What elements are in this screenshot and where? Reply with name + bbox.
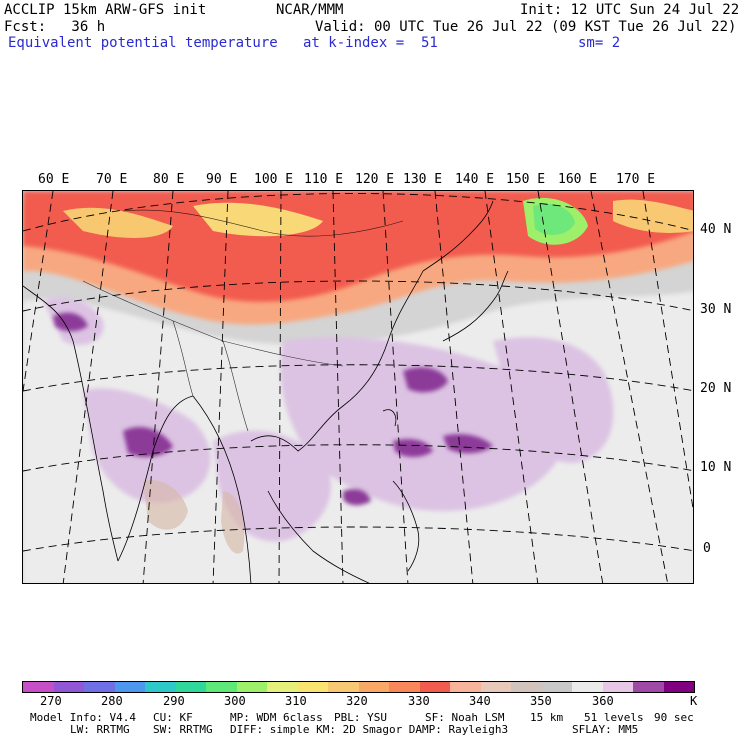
colorbar-segment — [206, 682, 237, 692]
lon-label: 90 E — [206, 172, 238, 187]
colorbar-segment — [541, 682, 572, 692]
colorbar-label: 340 — [469, 694, 491, 708]
purple-field — [43, 297, 614, 542]
lon-label: 160 E — [558, 172, 598, 187]
map-svg — [23, 191, 693, 583]
colorbar-segment — [602, 682, 633, 692]
lat-label: 40 N — [700, 222, 732, 237]
time-step: 90 sec — [654, 711, 694, 724]
lat-label: 20 N — [700, 381, 732, 396]
field-name: Equivalent potential temperature — [8, 35, 278, 51]
map-panel — [22, 190, 694, 584]
diff-scheme: DIFF: simple KM: 2D Smagor DAMP: Rayleig… — [230, 723, 509, 736]
country-borders — [82, 209, 404, 432]
lon-label: 140 E — [455, 172, 495, 187]
lon-label: 100 E — [254, 172, 294, 187]
colorbar-segment — [450, 682, 481, 692]
vertical-levels: 51 levels — [584, 711, 644, 724]
colorbar-label: 290 — [163, 694, 185, 708]
colorbar-segment — [53, 682, 84, 692]
sflay-scheme: SFLAY: MM5 — [572, 723, 639, 736]
colorbar-segment — [23, 682, 54, 692]
colorbar-segment — [114, 682, 145, 692]
lon-label: 150 E — [506, 172, 546, 187]
colorbar-label: 280 — [101, 694, 123, 708]
colorbar-segment — [267, 682, 298, 692]
colorbar-segment — [389, 682, 420, 692]
colorbar-segment — [663, 682, 694, 692]
model-title: ACCLIP 15km ARW-GFS init — [4, 2, 207, 18]
lon-label: 120 E — [355, 172, 395, 187]
level-label: at k-index = 51 — [303, 35, 438, 51]
sf-scheme: SF: Noah LSM — [425, 711, 505, 724]
colorbar-label: 320 — [346, 694, 368, 708]
pbl-scheme: PBL: YSU — [334, 711, 387, 724]
colorbar-label: 300 — [224, 694, 246, 708]
lon-label: 110 E — [304, 172, 344, 187]
lw-scheme: LW: RRTMG — [70, 723, 130, 736]
colorbar-segment — [145, 682, 176, 692]
smoothing-label: sm= 2 — [578, 35, 621, 51]
yellow-patch-east — [613, 199, 693, 233]
colorbar-label: 330 — [408, 694, 430, 708]
lon-label: 80 E — [153, 172, 185, 187]
land-tint — [143, 480, 245, 554]
lat-label: 10 N — [700, 460, 732, 475]
colorbar-segment — [175, 682, 206, 692]
cu-scheme: CU: KF — [153, 711, 193, 724]
colorbar-segment — [84, 682, 115, 692]
colorbar-segment — [297, 682, 328, 692]
warm-band-core — [23, 191, 693, 302]
graticule — [23, 191, 693, 583]
green-core — [533, 203, 575, 235]
forecast-hour: Fcst: 36 h — [4, 19, 106, 35]
colorbar-segment — [511, 682, 542, 692]
lon-label: 60 E — [38, 172, 70, 187]
resolution: 15 km — [530, 711, 564, 724]
lon-label: 170 E — [616, 172, 656, 187]
lat-label: 0 — [703, 541, 711, 556]
colorbar-label: 360 — [592, 694, 614, 708]
colorbar-label: 270 — [40, 694, 62, 708]
colorbar-segment — [633, 682, 664, 692]
lon-label: 70 E — [96, 172, 128, 187]
colorbar-units: K — [690, 694, 698, 708]
colorbar-segment — [572, 682, 603, 692]
valid-time: Valid: 00 UTC Tue 26 Jul 22 (09 KST Tue … — [315, 19, 737, 35]
colorbar — [22, 681, 695, 693]
org-label: NCAR/MMM — [276, 2, 344, 18]
colorbar-segment — [419, 682, 450, 692]
colorbar-segment — [328, 682, 359, 692]
model-info: Model Info: V4.4 — [30, 711, 136, 724]
colorbar-segment — [358, 682, 389, 692]
purple-core — [53, 312, 493, 506]
colorbar-segment — [480, 682, 511, 692]
mp-scheme: MP: WDM 6class — [230, 711, 323, 724]
colorbar-label: 350 — [530, 694, 552, 708]
lon-label: 130 E — [403, 172, 443, 187]
init-time: Init: 12 UTC Sun 24 Jul 22 — [520, 2, 740, 18]
lat-label: 30 N — [700, 302, 732, 317]
colorbar-segment — [236, 682, 267, 692]
yellow-patch-central — [193, 202, 323, 237]
colorbar-label: 310 — [285, 694, 307, 708]
sw-scheme: SW: RRTMG — [153, 723, 213, 736]
